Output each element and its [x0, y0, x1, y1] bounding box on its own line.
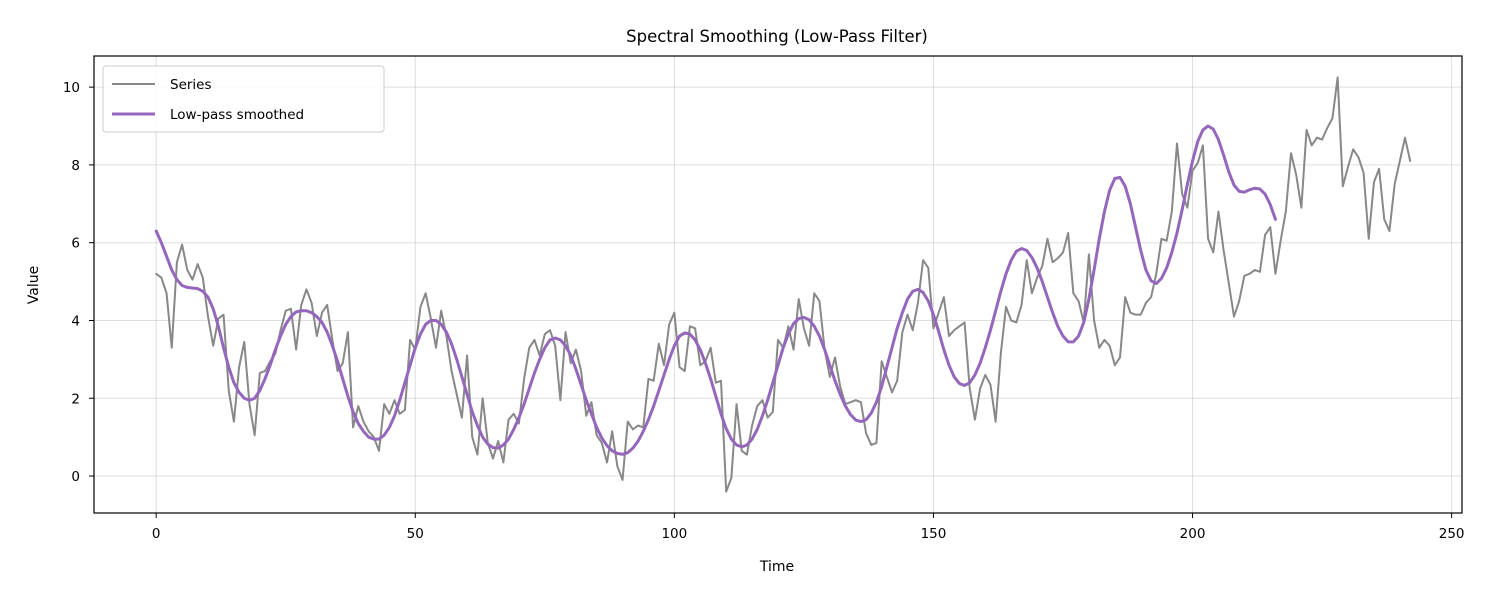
x-axis-label: Time: [759, 559, 794, 575]
legend-box: [102, 65, 385, 133]
y-tick-label: 0: [71, 469, 80, 485]
y-tick-label: 8: [71, 158, 80, 174]
y-tick-label: 4: [71, 313, 80, 329]
y-tick-label: 6: [71, 236, 80, 252]
x-axis: 0 50 100 150 200 250: [152, 513, 1465, 542]
chart-title: Spectral Smoothing (Low-Pass Filter): [626, 27, 928, 46]
x-tick-label: 100: [661, 526, 687, 542]
x-tick-label: 250: [1439, 526, 1465, 542]
plot-frame: [93, 55, 1463, 514]
y-tick-label: 10: [63, 80, 80, 96]
legend-label-smoothed: Low-pass smoothed: [170, 107, 304, 123]
y-axis-label: Value: [26, 266, 42, 304]
x-tick-label: 50: [407, 526, 424, 542]
series-line: [155, 76, 1412, 493]
x-tick-label: 150: [921, 526, 947, 542]
x-tick-label: 200: [1180, 526, 1206, 542]
smoothed-line: [154, 124, 1277, 456]
x-tick-label: 0: [152, 526, 161, 542]
series-layer: [154, 76, 1412, 493]
legend: Series Low-pass smoothed: [102, 65, 385, 133]
y-tick-label: 2: [71, 391, 80, 407]
y-axis: 0 2 4 6 8 10: [63, 80, 94, 485]
legend-label-series: Series: [170, 77, 212, 93]
